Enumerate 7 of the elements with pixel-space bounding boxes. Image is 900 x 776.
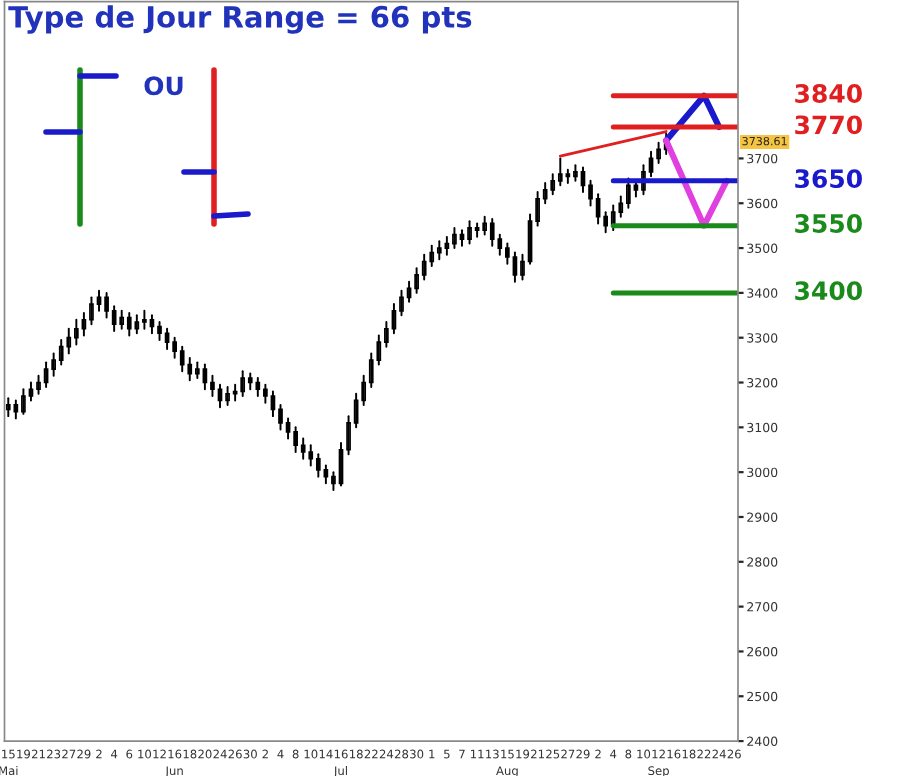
ref-line-label: 3400 <box>795 281 862 301</box>
ref-line-label: 3770 <box>795 115 862 135</box>
chart-title: Type de Jour Range = 66 pts <box>8 5 472 34</box>
ref-line-label: 3550 <box>795 214 862 233</box>
ref-line-label: 3840 <box>795 84 862 103</box>
annotation: OU <box>144 76 183 96</box>
ref-line-label: 3650 <box>795 169 862 189</box>
